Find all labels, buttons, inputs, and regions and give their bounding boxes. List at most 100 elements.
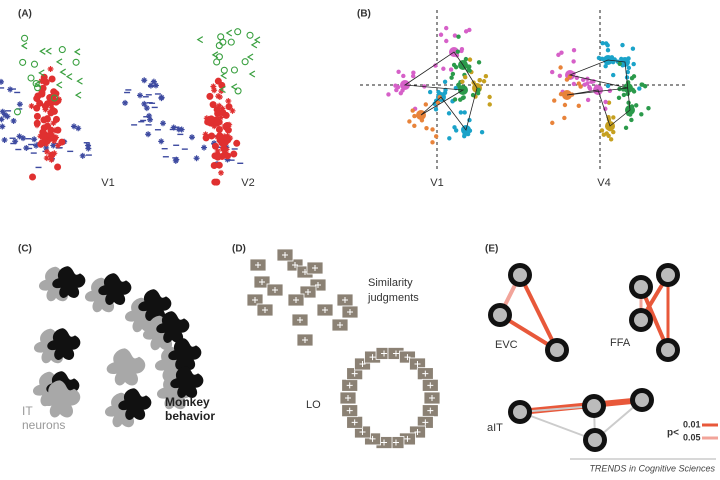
point (467, 64, 472, 69)
legend-text: behavior (165, 409, 215, 423)
symbol (230, 150, 238, 158)
symbol (253, 36, 261, 44)
point (462, 110, 467, 115)
symbol (34, 84, 42, 92)
point (470, 92, 476, 98)
silhouette (47, 328, 81, 360)
point (608, 137, 614, 142)
symbol (50, 107, 58, 115)
legend-text: neurons (22, 418, 65, 432)
point (446, 111, 452, 116)
symbol (246, 31, 254, 39)
symbol (201, 144, 208, 151)
node-face (588, 433, 602, 447)
tile-glyph (305, 289, 311, 295)
tile-glyph (337, 322, 343, 328)
symbol (141, 77, 148, 84)
tile-glyph (272, 287, 278, 293)
symbol (10, 117, 17, 124)
panel-label: (A) (18, 9, 32, 20)
symbol (34, 122, 41, 129)
tile-glyph (262, 307, 268, 313)
point (433, 107, 439, 112)
symbol (211, 142, 219, 150)
tile-glyph (429, 395, 435, 401)
node-face (634, 313, 648, 327)
silhouette (118, 388, 152, 420)
point (448, 67, 454, 72)
panel-label: (D) (232, 244, 246, 255)
tile-glyph (422, 370, 429, 377)
tile-glyph (346, 382, 353, 389)
symbol (225, 103, 233, 111)
point (435, 100, 441, 105)
panel-label: (E) (485, 244, 498, 255)
symbol (38, 88, 46, 96)
symbol (50, 94, 58, 102)
polygon (403, 51, 478, 131)
tile-glyph (302, 337, 308, 343)
symbol (30, 60, 39, 68)
point (410, 108, 415, 113)
symbol (47, 66, 54, 73)
region-label: aIT (487, 422, 503, 434)
point (630, 46, 636, 51)
node-face (634, 280, 648, 294)
point (585, 97, 591, 103)
point (467, 68, 472, 73)
symbol (39, 47, 46, 55)
tile-glyph (404, 354, 411, 361)
silhouette-shape (98, 273, 132, 305)
point (626, 111, 631, 117)
legend-text: Monkey (165, 395, 210, 409)
symbol (213, 58, 221, 66)
symbol (0, 108, 6, 115)
symbol (45, 132, 52, 139)
symbol (0, 78, 5, 85)
symbol (0, 116, 5, 123)
tile-glyph (369, 354, 376, 361)
point (611, 72, 616, 78)
symbol (47, 126, 55, 134)
symbol (51, 137, 58, 144)
node-face (635, 393, 649, 407)
point (557, 73, 563, 78)
symbol (146, 112, 153, 119)
tile-glyph (414, 360, 421, 367)
point (607, 88, 613, 94)
symbol (141, 100, 148, 107)
point (605, 43, 610, 48)
symbol (215, 125, 223, 133)
point (398, 90, 404, 96)
silhouette (41, 380, 81, 418)
point (467, 57, 473, 62)
node-face (513, 268, 527, 282)
panel-label: (C) (18, 244, 32, 255)
symbol (196, 36, 204, 44)
node-face (661, 268, 675, 282)
tile-glyph (342, 297, 348, 303)
node-face (661, 343, 675, 357)
symbol (221, 133, 228, 140)
silhouette (138, 289, 172, 321)
symbol (137, 92, 144, 99)
point (393, 83, 398, 88)
tile-glyph (392, 439, 399, 446)
silhouette-shape (52, 266, 86, 298)
node-face (550, 343, 564, 357)
point (441, 66, 446, 71)
tile-glyph (381, 350, 388, 357)
symbol (58, 46, 66, 54)
symbol (213, 106, 221, 114)
tile-glyph (427, 407, 434, 414)
symbol (217, 169, 224, 176)
point (401, 73, 406, 79)
tile-glyph (351, 419, 358, 426)
tile-glyph (297, 317, 303, 323)
point (430, 140, 435, 145)
node-face (513, 405, 527, 419)
symbol (73, 48, 81, 56)
symbol (233, 139, 241, 147)
point (463, 56, 469, 62)
